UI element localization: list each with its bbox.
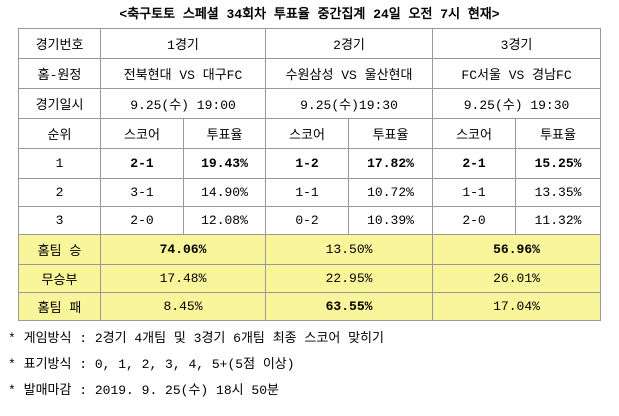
cell: 스코어	[100, 118, 184, 149]
cell: 56.96%	[432, 234, 602, 265]
cell: 3	[18, 206, 101, 235]
date-row: 경기일시 9.25(수) 19:00 9.25(수)19:30 9.25(수) …	[18, 88, 602, 119]
cell: 13.35%	[515, 178, 602, 207]
cell: 13.50%	[265, 234, 434, 265]
cell: 경기번호	[18, 28, 101, 59]
cell: 1	[18, 148, 101, 179]
cell: FC서울 VS 경남FC	[432, 58, 602, 89]
cell: 2-0	[100, 206, 184, 235]
cell: 순위	[18, 118, 101, 149]
note: * 표기방식 : 0, 1, 2, 3, 4, 5+(5점 이상)	[8, 357, 295, 372]
cell: 홈팀 패	[18, 292, 101, 321]
cell: 투표율	[182, 118, 267, 149]
cell: 11.32%	[515, 206, 602, 235]
cell: 9.25(수) 19:30	[432, 88, 602, 119]
rank-row: 2 3-1 14.90% 1-1 10.72% 1-1 13.35%	[18, 178, 602, 207]
vote-table: 경기번호 1경기 2경기 3경기 홈-원정 전북현대 VS 대구FC 수원삼성 …	[18, 28, 602, 321]
cell: 8.45%	[99, 292, 267, 321]
cell: 17.48%	[99, 264, 267, 293]
cell: 스코어	[432, 118, 517, 149]
cell: 1경기	[99, 28, 267, 59]
cell: 74.06%	[99, 234, 267, 265]
rank-row: 3 2-0 12.08% 0-2 10.39% 2-0 11.32%	[18, 206, 602, 235]
subheader-row: 순위 스코어 투표율 스코어 투표율 스코어 투표율	[18, 118, 602, 149]
cell: 3-1	[100, 178, 184, 207]
cell: 무승부	[18, 264, 101, 293]
cell: 10.39%	[348, 206, 434, 235]
rank-row: 1 2-1 19.43% 1-2 17.82% 2-1 15.25%	[18, 148, 602, 179]
cell: 홈-원정	[18, 58, 101, 89]
outcome-row: 무승부 17.48% 22.95% 26.01%	[18, 264, 602, 293]
cell: 전북현대 VS 대구FC	[99, 58, 267, 89]
cell: 0-2	[265, 206, 350, 235]
cell: 2-1	[100, 148, 184, 179]
note: * 발매마감 : 2019. 9. 25(수) 18시 50분	[8, 383, 279, 398]
cell: 투표율	[348, 118, 434, 149]
cell: 2	[18, 178, 101, 207]
header-row: 경기번호 1경기 2경기 3경기	[18, 28, 602, 59]
cell: 19.43%	[182, 148, 267, 179]
cell: 15.25%	[515, 148, 602, 179]
cell: 스코어	[265, 118, 350, 149]
cell: 10.72%	[348, 178, 434, 207]
notes: * 게임방식 : 2경기 4개팀 및 3경기 6개팀 최종 스코어 맞히기 * …	[8, 326, 384, 404]
outcome-row: 홈팀 패 8.45% 63.55% 17.04%	[18, 292, 602, 321]
cell: 22.95%	[265, 264, 434, 293]
cell: 2-0	[432, 206, 517, 235]
cell: 홈팀 승	[18, 234, 101, 265]
cell: 투표율	[515, 118, 602, 149]
note: * 게임방식 : 2경기 4개팀 및 3경기 6개팀 최종 스코어 맞히기	[8, 331, 384, 346]
title: <축구토토 스페셜 34회차 투표율 중간집계 24일 오전 7시 현재>	[119, 7, 500, 22]
cell: 12.08%	[182, 206, 267, 235]
cell: 2-1	[432, 148, 517, 179]
cell: 14.90%	[182, 178, 267, 207]
cell: 63.55%	[265, 292, 434, 321]
cell: 수원삼성 VS 울산현대	[265, 58, 434, 89]
cell: 26.01%	[432, 264, 602, 293]
cell: 1-1	[432, 178, 517, 207]
cell: 3경기	[432, 28, 602, 59]
cell: 2경기	[265, 28, 434, 59]
cell: 17.04%	[432, 292, 602, 321]
cell: 9.25(수)19:30	[265, 88, 434, 119]
cell: 경기일시	[18, 88, 101, 119]
cell: 1-2	[265, 148, 350, 179]
outcome-row: 홈팀 승 74.06% 13.50% 56.96%	[18, 234, 602, 265]
cell: 1-1	[265, 178, 350, 207]
cell: 17.82%	[348, 148, 434, 179]
cell: 9.25(수) 19:00	[99, 88, 267, 119]
matchup-row: 홈-원정 전북현대 VS 대구FC 수원삼성 VS 울산현대 FC서울 VS 경…	[18, 58, 602, 89]
